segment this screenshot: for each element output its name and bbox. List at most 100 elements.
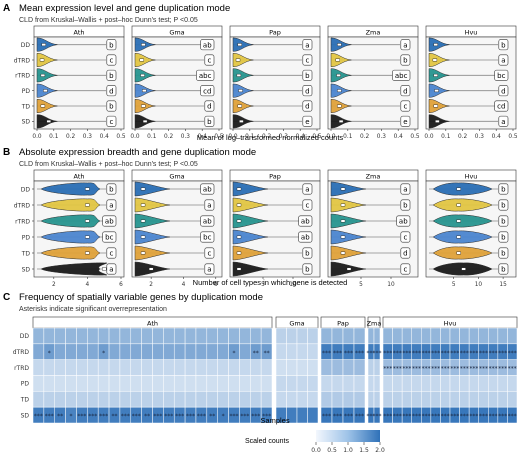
violin-Hvu-rTRD	[428, 68, 450, 83]
heat-star: ***	[489, 366, 498, 373]
heat-star: ***	[508, 366, 517, 373]
heat-cell-Ath-dTRD	[239, 343, 251, 360]
heat-cell-Ath-rTRD	[239, 359, 251, 376]
cld-box-Hvu-dTRD	[498, 54, 509, 66]
heat-star: ***	[422, 413, 431, 420]
heat-cell-Ath-PD	[163, 375, 175, 392]
xtick-Ath: 0.3	[83, 134, 93, 140]
violin-Gma-PD	[134, 229, 170, 245]
violin-Zma-dTRD	[330, 197, 366, 213]
heat-star: ***	[77, 413, 86, 420]
violin-Ath-SD	[40, 262, 108, 276]
xtick-Hvu: 10	[475, 282, 483, 288]
heat-cell-Hvu-PD	[411, 375, 422, 392]
median-Zma-TD	[337, 104, 342, 108]
heat-cell-Ath-PD	[152, 375, 164, 392]
cld-box-Pap-TD	[302, 100, 313, 112]
cld-letter-Gma-rTRD: abc	[199, 72, 212, 80]
cld-box-Gma-TD	[204, 247, 215, 259]
heat-cell-Ath-PD	[141, 375, 153, 392]
cld-letter-Hvu-dTRD: a	[501, 57, 505, 65]
heat-cell-Ath-DD	[184, 327, 197, 345]
cld-box-Ath-DD	[106, 39, 117, 51]
xtick-Zma: 0.2	[360, 134, 370, 140]
heat-cell-Ath-dTRD	[87, 343, 99, 360]
panel-c-xlabel: Samples	[260, 416, 289, 425]
cld-letter-Hvu-PD: d	[501, 87, 505, 95]
heat-star: ***	[367, 413, 376, 420]
strip-label-Ath: Ath	[73, 173, 84, 181]
median-Gma-SD	[142, 119, 148, 123]
heat-cell-Hvu-DD	[449, 327, 460, 345]
panel-b-title: Absolute expression breadth and gene dup…	[19, 147, 256, 158]
median-Gma-TD	[141, 104, 146, 108]
median-Gma-dTRD	[140, 203, 146, 207]
heat-cell-Ath-PD	[260, 375, 273, 392]
xtick-Hvu: 0.4	[492, 134, 502, 140]
heat-cell-Ath-dTRD	[217, 343, 229, 360]
heat-cell-Zma-DD	[367, 327, 375, 345]
cld-letter-Gma-DD: ab	[203, 41, 212, 49]
cld-box-Ath-SD	[106, 115, 117, 127]
cld-box-Pap-SD	[302, 115, 313, 127]
heat-cell-Gma-PD	[296, 375, 308, 392]
heat-cell-Hvu-PD	[497, 375, 508, 392]
violin-Zma-dTRD	[330, 53, 352, 67]
violin-Ath-dTRD	[36, 53, 58, 67]
heat-cell-Ath-PD	[119, 375, 132, 392]
median-Pap-rTRD	[236, 219, 242, 223]
heat-ytick-TD: TD	[20, 397, 30, 404]
heat-cell-Hvu-PD	[440, 375, 451, 392]
heat-cell-Ath-rTRD	[163, 359, 175, 376]
heat-cell-Pap-DD	[342, 327, 355, 345]
cld-box-Zma-TD	[400, 247, 411, 259]
heat-star: *	[70, 413, 73, 420]
heat-star: ***	[99, 413, 108, 420]
heat-cell-Hvu-TD	[382, 391, 393, 408]
heat-cell-Ath-PD	[76, 375, 88, 392]
heat-cell-Hvu-DD	[421, 327, 432, 345]
cld-box-Zma-dTRD	[400, 199, 411, 211]
heat-star: ***	[402, 366, 411, 373]
ytick-SD: SD	[22, 119, 31, 126]
median-Gma-dTRD	[139, 58, 144, 62]
heat-cell-Hvu-DD	[507, 327, 518, 345]
heat-cell-Hvu-TD	[507, 391, 518, 408]
median-Gma-PD	[140, 235, 146, 239]
cld-letter-Ath-PD: bc	[105, 234, 113, 242]
color-legend: Scaled counts 0.0 0.5 1.0 1.5 2.0	[245, 430, 385, 454]
cld-box-Gma-dTRD	[204, 54, 215, 66]
cld-box-Zma-PD	[400, 231, 411, 243]
violin-Pap-rTRD	[232, 68, 254, 83]
cld-box-Pap-SD	[302, 263, 313, 275]
median-Gma-DD	[141, 43, 146, 47]
heat-star: ***	[431, 366, 440, 373]
heat-cell-Gma-PD	[275, 375, 287, 392]
cld-letter-Zma-rTRD: abc	[395, 72, 408, 80]
heat-cell-Gma-dTRD	[296, 343, 308, 360]
heat-star: ***	[344, 350, 353, 357]
heat-cell-Ath-rTRD	[250, 359, 262, 376]
heat-cell-Pap-DD	[353, 327, 366, 345]
heat-star: ***	[383, 350, 392, 357]
heat-cell-Ath-PD	[217, 375, 229, 392]
heat-star: ***	[469, 366, 478, 373]
heat-cell-Ath-dTRD	[206, 343, 218, 360]
heat-star: ***	[508, 413, 517, 420]
median-Gma-TD	[140, 251, 146, 255]
heat-cell-Ath-DD	[163, 327, 175, 345]
heat-star: ***	[333, 350, 342, 357]
median-Ath-dTRD	[39, 58, 45, 62]
cld-letter-Gma-SD: a	[207, 266, 211, 274]
heat-cell-Ath-PD	[87, 375, 99, 392]
violin-Gma-TD	[134, 245, 170, 261]
cld-letter-Zma-SD: c	[403, 266, 407, 274]
heat-cell-Hvu-DD	[411, 327, 422, 345]
heat-star: ***	[489, 413, 498, 420]
heat-star: ***	[240, 413, 249, 420]
heat-star: ***	[431, 413, 440, 420]
violin-Hvu-rTRD	[432, 214, 493, 228]
cld-box-Gma-PD	[200, 85, 215, 97]
heat-star: **	[111, 413, 117, 420]
